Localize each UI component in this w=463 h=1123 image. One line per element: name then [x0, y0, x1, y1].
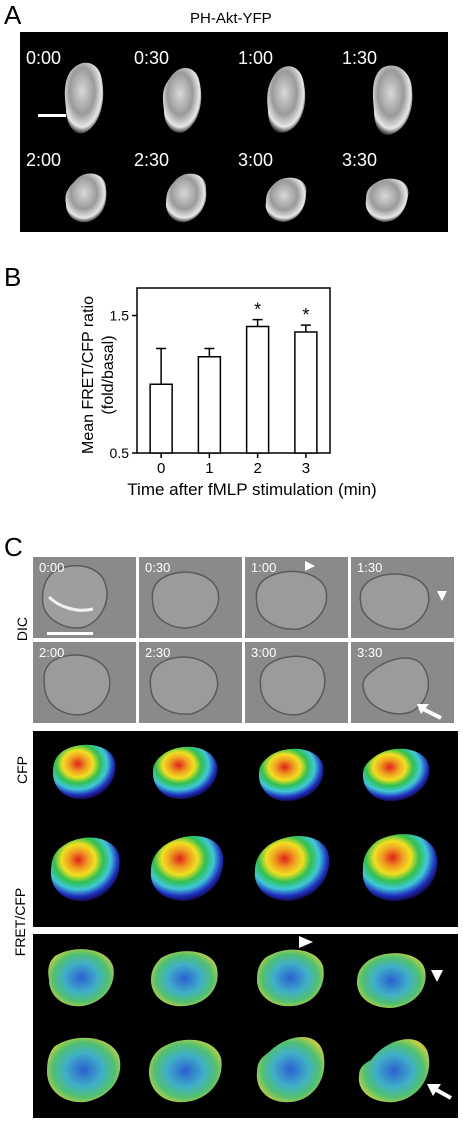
- time-c-7: 3:00: [251, 645, 277, 660]
- time-a-6: 2:30: [134, 150, 170, 170]
- time-a-1: 0:00: [26, 48, 62, 68]
- panel-a-letter: A: [4, 0, 22, 30]
- arrowhead-marker: [299, 936, 313, 948]
- fret-cells: [47, 936, 452, 1103]
- dic-row-label: DIC: [14, 616, 30, 642]
- y-tick-label: 1.5: [110, 308, 130, 324]
- time-c-6: 2:30: [145, 645, 171, 660]
- time-c-1: 0:00: [39, 560, 65, 575]
- bar-0: [149, 383, 173, 454]
- bar-3: [294, 331, 318, 454]
- time-a-7: 3:00: [238, 150, 274, 170]
- dic-frame-6: 2:30: [139, 642, 242, 723]
- scale-bar-c: [47, 632, 93, 635]
- time-c-8: 3:30: [357, 645, 383, 660]
- time-a-5: 2:00: [26, 150, 62, 170]
- panel-a-title: PH-Akt-YFP: [190, 10, 272, 27]
- arrowhead-marker: [437, 591, 447, 601]
- cell-a-5: [65, 173, 107, 223]
- x-tick-label-0: 0: [157, 460, 165, 477]
- dic-frame-3: 1:00: [245, 557, 348, 638]
- bar-chart: Mean FRET/CFP ratio (fold/basal) 1.5 0.5 0…: [80, 287, 377, 499]
- panel-c-letter: C: [4, 532, 23, 562]
- scale-bar-a: [38, 114, 66, 117]
- time-c-2: 0:30: [145, 560, 171, 575]
- bar-2: [245, 325, 270, 454]
- dic-frame-2: 0:30: [139, 557, 242, 638]
- x-tick-label-1: 1: [205, 460, 213, 477]
- panel-b-letter: B: [4, 262, 22, 292]
- y-axis-label-line1: Mean FRET/CFP ratio: [80, 296, 97, 454]
- panel-a-image-strip: 0:00 0:30 1:00 1:30 2:00 2:30 3:00 3:30: [20, 32, 448, 232]
- dic-frame-5: 2:00: [33, 642, 136, 723]
- cell-a-4: [372, 65, 413, 135]
- y-tick-label: 0.5: [110, 445, 130, 461]
- dic-frame-7: 3:00: [245, 642, 348, 723]
- time-a-3: 1:00: [238, 48, 274, 68]
- significance-star-3: *: [302, 305, 309, 325]
- x-tick-label-3: 3: [302, 460, 310, 477]
- dic-frame-1: 0:00: [33, 557, 136, 638]
- time-a-4: 1:30: [342, 48, 378, 68]
- fret-image-block: [33, 934, 458, 1118]
- x-tick-label-2: 2: [253, 460, 261, 477]
- time-c-5: 2:00: [39, 645, 65, 660]
- time-c-3: 1:00: [251, 560, 277, 575]
- x-axis-label: Time after fMLP stimulation (min): [127, 480, 376, 499]
- dic-frame-8: 3:30: [351, 642, 454, 723]
- time-a-8: 3:30: [342, 150, 378, 170]
- y-axis-label-line2: (fold/basal): [100, 335, 117, 414]
- cell-a-2: [162, 67, 202, 133]
- cell-a-7: [265, 177, 307, 222]
- dic-frame-4: 1:30: [351, 557, 454, 638]
- time-c-4: 1:30: [357, 560, 383, 575]
- cell-a-3: [267, 66, 306, 133]
- cell-a-1: [64, 62, 104, 134]
- time-a-2: 0:30: [134, 48, 170, 68]
- plot-frame: [136, 287, 331, 454]
- panel-a-cells: [38, 62, 413, 223]
- fret-row-label: FRET/CFP: [12, 887, 28, 957]
- bar-1: [197, 356, 222, 454]
- cfp-cells: [51, 744, 438, 902]
- cell-a-8: [365, 178, 409, 222]
- cell-a-6: [166, 173, 207, 223]
- cfp-image-block: [33, 731, 458, 927]
- arrowhead-marker: [431, 970, 443, 982]
- arrowhead-marker: [305, 561, 315, 571]
- significance-star-2: *: [254, 300, 261, 320]
